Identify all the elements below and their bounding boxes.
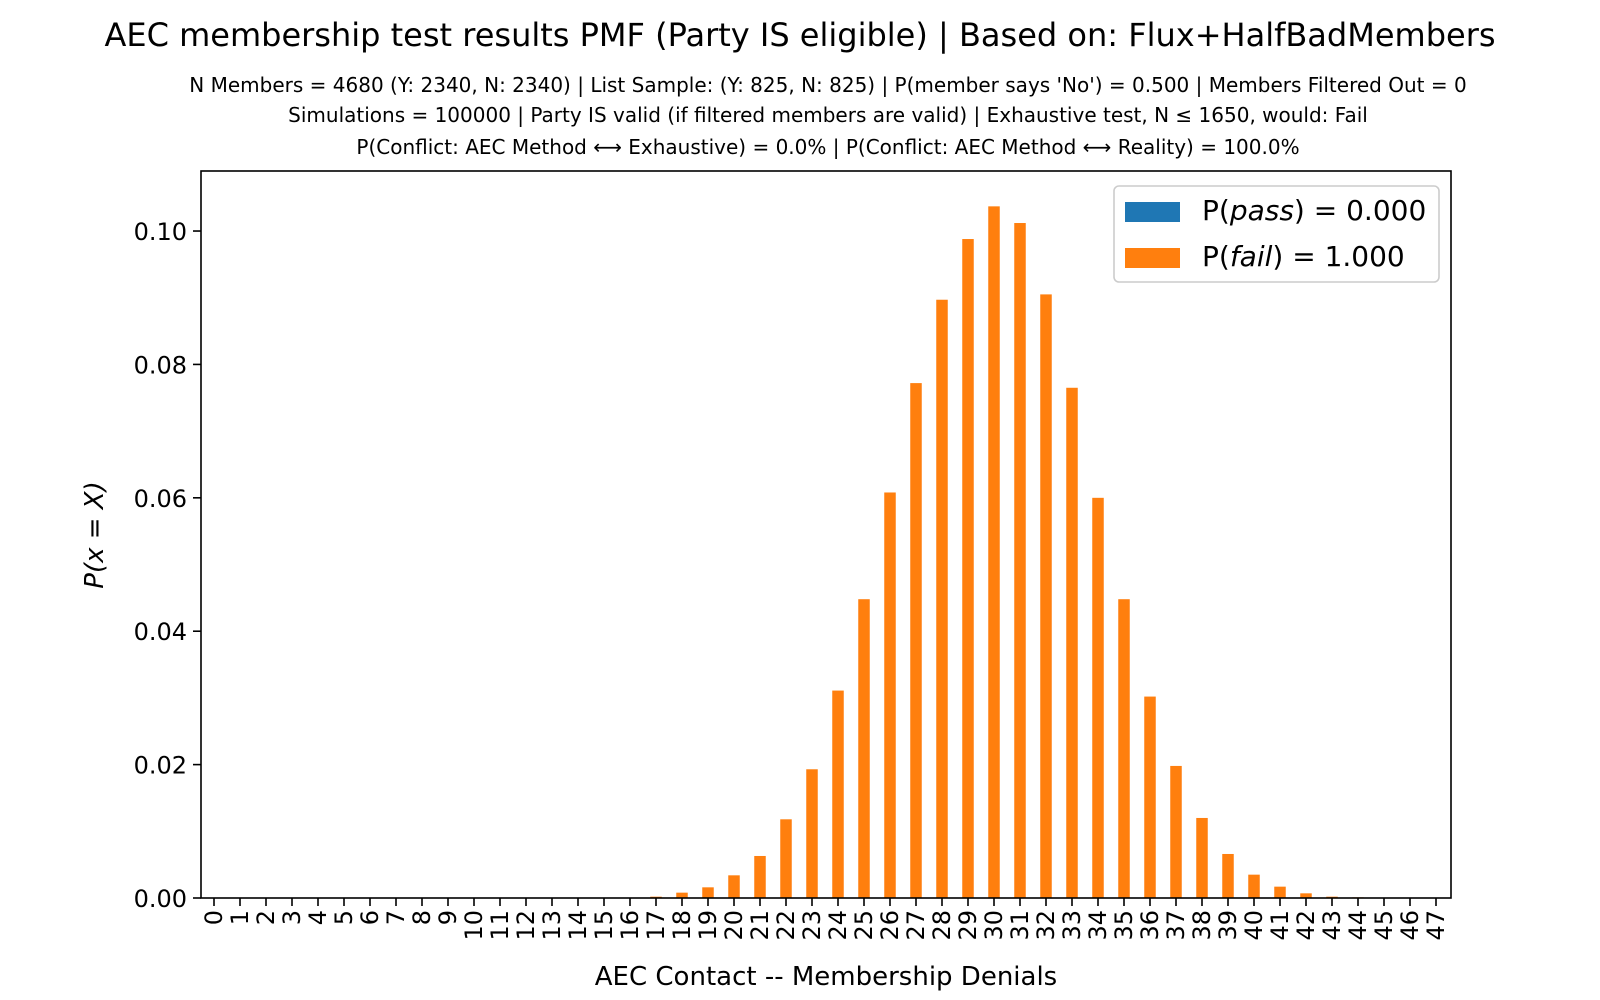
bar-fail-33 — [1066, 387, 1078, 898]
x-tick-label: 37 — [1162, 910, 1190, 941]
x-tick-label: 36 — [1136, 910, 1164, 941]
x-tick-label: 22 — [772, 910, 800, 941]
bar-fail-35 — [1118, 599, 1130, 898]
y-tick-label: 0.02 — [134, 752, 187, 780]
x-tick-label: 15 — [590, 910, 618, 941]
bar-fail-39 — [1222, 853, 1234, 898]
x-tick-label: 35 — [1110, 910, 1138, 941]
x-tick-label: 6 — [356, 910, 384, 925]
bar-fail-40 — [1248, 874, 1260, 898]
x-tick-label: 24 — [824, 910, 852, 941]
bar-fail-36 — [1144, 696, 1156, 898]
bar-fail-18 — [676, 892, 688, 898]
legend-swatch-pass — [1125, 202, 1180, 222]
x-tick-label: 33 — [1058, 910, 1086, 941]
bar-fail-29 — [962, 239, 974, 898]
bar-fail-26 — [884, 492, 896, 898]
chart-subtitle-line-1: N Members = 4680 (Y: 2340, N: 2340) | Li… — [189, 73, 1466, 97]
x-tick-label: 47 — [1422, 910, 1450, 941]
x-tick-label: 18 — [668, 910, 696, 941]
x-tick-label: 46 — [1396, 910, 1424, 941]
x-tick-label: 7 — [382, 910, 410, 925]
bar-fail-23 — [806, 769, 818, 898]
x-tick-label: 11 — [486, 910, 514, 941]
x-tick-label: 39 — [1214, 910, 1242, 941]
x-tick-label: 8 — [408, 910, 436, 925]
bar-fail-31 — [1014, 223, 1026, 898]
bar-fail-37 — [1170, 765, 1182, 898]
x-tick-label: 27 — [902, 910, 930, 941]
y-tick-label: 0.00 — [134, 885, 187, 913]
chart-subtitle-line-3: P(Conflict: AEC Method ⟷ Exhaustive) = 0… — [356, 135, 1299, 159]
x-tick-label: 40 — [1240, 910, 1268, 941]
bar-fail-21 — [754, 855, 766, 898]
x-tick-label: 38 — [1188, 910, 1216, 941]
x-tick-label: 32 — [1032, 910, 1060, 941]
x-tick-label: 25 — [850, 910, 878, 941]
legend-label-pass: P(pass) = 0.000 — [1202, 194, 1426, 227]
y-tick-label: 0.04 — [134, 618, 187, 646]
bar-fail-27 — [910, 383, 922, 899]
bar-fail-24 — [832, 690, 844, 898]
x-tick-label: 31 — [1006, 910, 1034, 941]
x-tick-label: 0 — [200, 910, 228, 925]
x-tick-label: 29 — [954, 910, 982, 941]
x-tick-label: 44 — [1344, 910, 1372, 941]
legend-box — [1113, 185, 1440, 283]
x-tick-label: 41 — [1266, 910, 1294, 941]
plot-frame — [200, 170, 1452, 899]
y-axis: 0.00 0.02 0.04 0.06 0.08 0.10 — [134, 218, 201, 913]
x-tick-label: 19 — [694, 910, 722, 941]
x-tick-label: 2 — [252, 910, 280, 925]
y-axis-label: P(x = X) — [80, 481, 110, 588]
bar-fail-19 — [702, 887, 714, 898]
x-tick-label: 30 — [980, 910, 1008, 941]
x-tick-label: 3 — [278, 910, 306, 925]
x-tick-label: 42 — [1292, 910, 1320, 941]
legend-swatch-fail — [1125, 248, 1180, 268]
x-tick-label: 4 — [304, 910, 332, 925]
x-tick-label: 45 — [1370, 910, 1398, 941]
x-tick-label: 34 — [1084, 910, 1112, 941]
x-tick-label: 16 — [616, 910, 644, 941]
y-tick-label: 0.10 — [134, 218, 187, 246]
x-tick-label: 10 — [460, 910, 488, 941]
x-axis: 0123456789101112131415161718192021222324… — [200, 898, 1450, 941]
legend-label-fail: P(fail) = 1.000 — [1202, 240, 1405, 273]
bars-group — [650, 206, 1364, 899]
x-tick-label: 12 — [512, 910, 540, 941]
x-tick-label: 20 — [720, 910, 748, 941]
x-tick-label: 17 — [642, 910, 670, 941]
bar-fail-32 — [1040, 294, 1052, 898]
x-tick-label: 9 — [434, 910, 462, 925]
bar-fail-30 — [988, 206, 1000, 899]
bar-fail-42 — [1300, 893, 1312, 898]
y-tick-label: 0.06 — [134, 485, 187, 513]
chart-subtitle-line-2: Simulations = 100000 | Party IS valid (i… — [288, 103, 1368, 127]
bar-fail-38 — [1196, 817, 1208, 898]
x-tick-label: 21 — [746, 910, 774, 941]
x-tick-label: 28 — [928, 910, 956, 941]
x-tick-label: 14 — [564, 910, 592, 941]
bar-fail-41 — [1274, 886, 1286, 898]
x-tick-label: 5 — [330, 910, 358, 925]
bar-fail-34 — [1092, 497, 1104, 898]
x-axis-label: AEC Contact -- Membership Denials — [595, 962, 1057, 992]
bar-fail-20 — [728, 875, 740, 898]
bar-fail-25 — [858, 599, 870, 898]
x-tick-label: 23 — [798, 910, 826, 941]
bar-fail-22 — [780, 819, 792, 898]
chart-title: AEC membership test results PMF (Party I… — [104, 16, 1495, 54]
legend: P(pass) = 0.000 P(fail) = 1.000 — [1113, 185, 1440, 283]
x-tick-label: 43 — [1318, 910, 1346, 941]
x-tick-label: 13 — [538, 910, 566, 941]
bar-fail-28 — [936, 299, 948, 899]
x-tick-label: 1 — [226, 910, 254, 925]
x-tick-label: 26 — [876, 910, 904, 941]
y-tick-label: 0.08 — [134, 351, 187, 379]
